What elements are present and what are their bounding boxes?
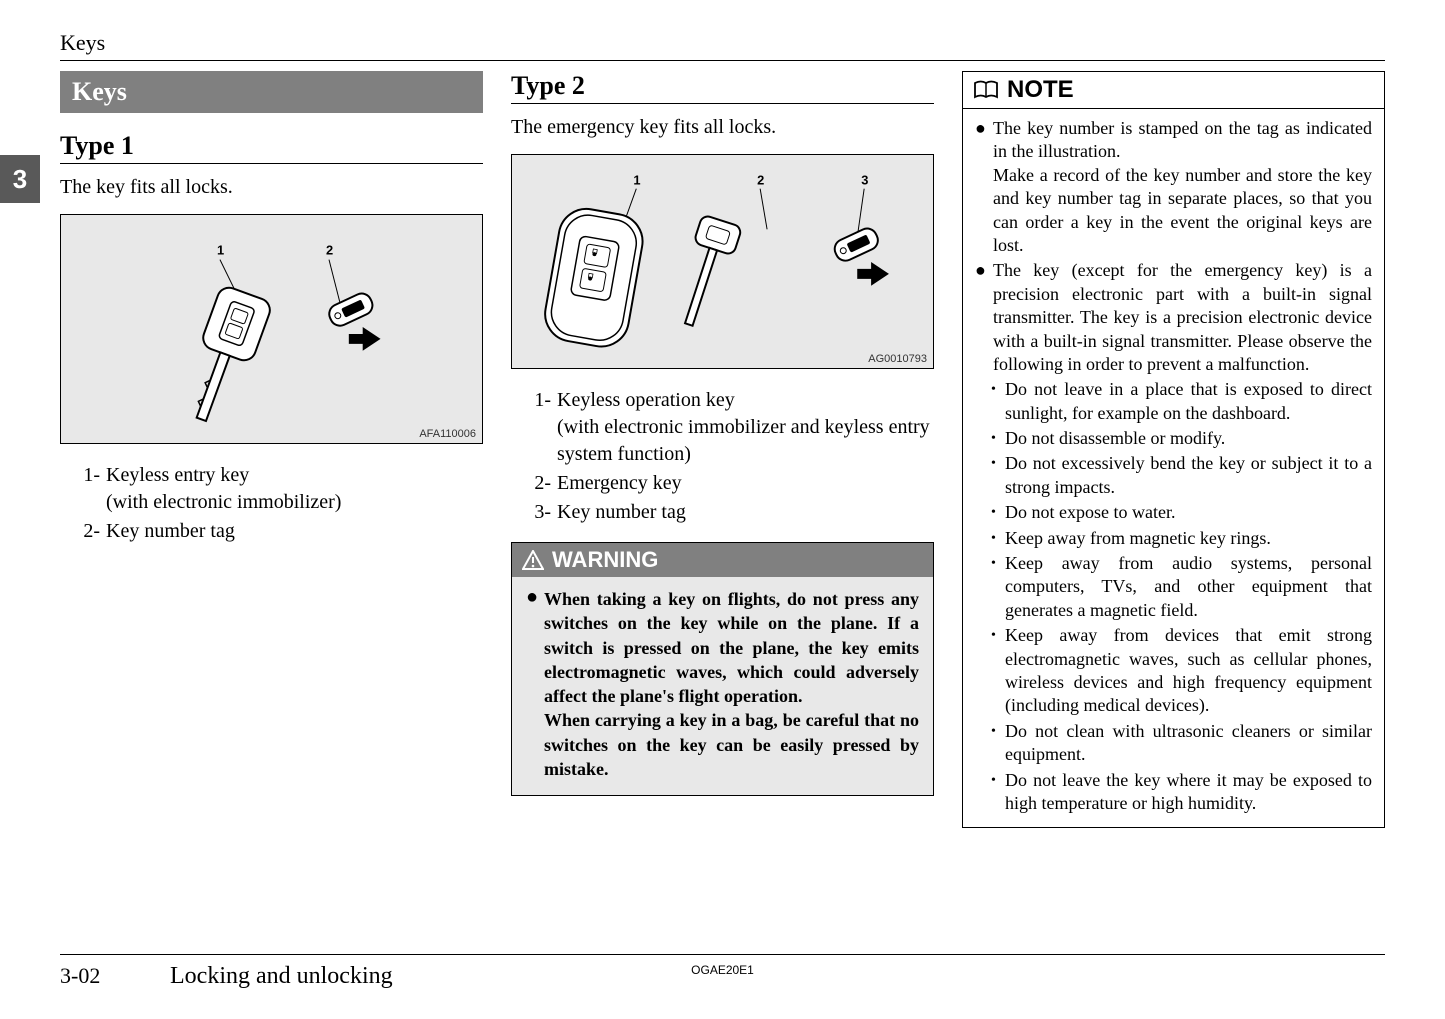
warning-triangle-icon — [522, 550, 544, 570]
footer-code: OGAE20E1 — [691, 963, 754, 977]
type1-fig-code: AFA110006 — [419, 428, 476, 440]
column-2: Type 2 The emergency key fits all locks.… — [511, 71, 934, 828]
legend-item: 1- Keyless entry key (with electronic im… — [80, 462, 483, 516]
type2-heading: Type 2 — [511, 71, 934, 104]
book-icon — [973, 80, 999, 100]
bullet-icon: ● — [975, 259, 993, 376]
warning-header: WARNING — [512, 543, 933, 577]
legend-item: 2- Emergency key — [531, 470, 934, 497]
type2-illustration: 1 2 3 — [512, 155, 933, 368]
chapter-tab: 3 — [0, 155, 40, 203]
type2-fig-code: AG0010793 — [868, 353, 927, 365]
fig2-label-2: 2 — [757, 173, 764, 188]
fig1-label-2: 2 — [326, 243, 333, 258]
column-3: NOTE ● The key number is stamped on the … — [962, 71, 1385, 828]
type2-legend: 1- Keyless operation key (with electroni… — [511, 387, 934, 526]
warning-text: When taking a key on flights, do not pre… — [544, 587, 919, 781]
note-subitem: •Do not clean with ultrasonic cleaners o… — [991, 720, 1372, 767]
note-subitem: •Do not leave in a place that is exposed… — [991, 378, 1372, 425]
type1-intro: The key fits all locks. — [60, 174, 483, 200]
note-subitem: •Keep away from magnetic key rings. — [991, 527, 1372, 550]
legend-item: 3- Key number tag — [531, 499, 934, 526]
note-subitem: •Do not excessively bend the key or subj… — [991, 452, 1372, 499]
warning-title: WARNING — [552, 547, 658, 573]
running-header: Keys — [60, 30, 1385, 61]
note-sublist: •Do not leave in a place that is exposed… — [975, 378, 1372, 815]
legend-item: 2- Key number tag — [80, 518, 483, 545]
note-subitem: •Do not disassemble or modify. — [991, 427, 1372, 450]
arrow-icon — [349, 327, 381, 351]
fig1-label-1: 1 — [217, 243, 224, 258]
note-subitem: •Keep away from audio systems, personal … — [991, 552, 1372, 622]
arrow-icon — [857, 262, 889, 286]
footer-section: Locking and unlocking — [170, 963, 393, 990]
note-item: ● The key (except for the emergency key)… — [975, 259, 1372, 376]
note-title: NOTE — [1007, 76, 1074, 104]
fig2-label-1: 1 — [633, 173, 640, 188]
note-box: NOTE ● The key number is stamped on the … — [962, 71, 1385, 828]
fig2-label-3: 3 — [861, 173, 868, 188]
section-banner: Keys — [60, 71, 483, 113]
type1-heading: Type 1 — [60, 131, 483, 164]
page: Keys 3 Keys Type 1 The key fits all lock… — [60, 30, 1385, 990]
type1-figure: 1 2 — [60, 214, 483, 444]
note-subitem: •Keep away from devices that emit strong… — [991, 624, 1372, 718]
legend-item: 1- Keyless operation key (with electroni… — [531, 387, 934, 468]
warning-body: ● When taking a key on flights, do not p… — [512, 577, 933, 795]
note-body: ● The key number is stamped on the tag a… — [963, 109, 1384, 827]
bullet-icon: ● — [975, 117, 993, 257]
note-header: NOTE — [963, 72, 1384, 109]
type1-illustration: 1 2 — [61, 215, 482, 443]
type2-figure: 1 2 3 — [511, 154, 934, 369]
note-subitem: •Do not leave the key where it may be ex… — [991, 769, 1372, 816]
column-1: Keys Type 1 The key fits all locks. 1 2 — [60, 71, 483, 828]
warning-box: WARNING ● When taking a key on flights, … — [511, 542, 934, 796]
page-number: 3-02 — [60, 963, 170, 989]
type1-legend: 1- Keyless entry key (with electronic im… — [60, 462, 483, 545]
footer: 3-02 Locking and unlocking OGAE20E1 — [60, 954, 1385, 990]
columns: Keys Type 1 The key fits all locks. 1 2 — [60, 71, 1385, 828]
type2-intro: The emergency key fits all locks. — [511, 114, 934, 140]
note-item: ● The key number is stamped on the tag a… — [975, 117, 1372, 257]
bullet-icon: ● — [526, 587, 544, 781]
note-subitem: •Do not expose to water. — [991, 501, 1372, 524]
